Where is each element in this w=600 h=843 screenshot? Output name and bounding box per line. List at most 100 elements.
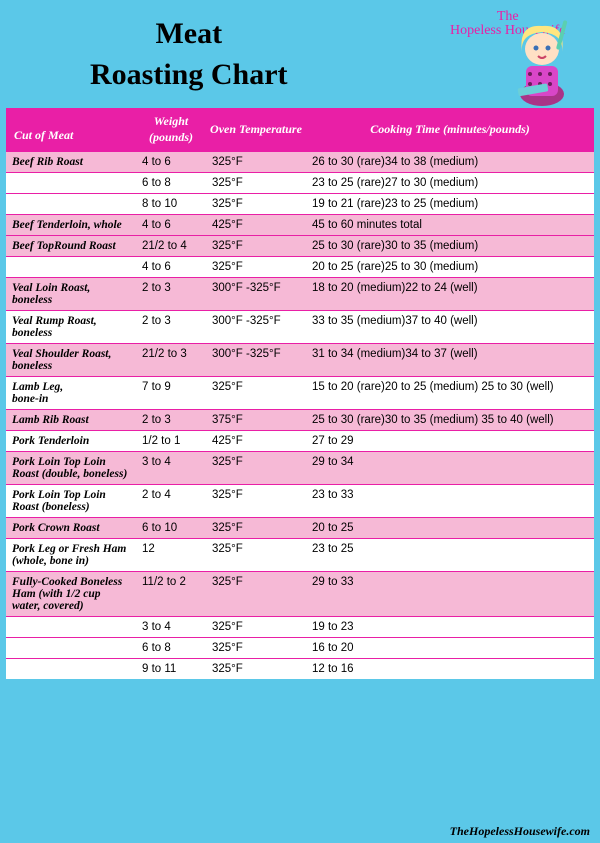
cell-temp: 325°F <box>206 173 306 194</box>
cell-time: 16 to 20 <box>306 638 594 659</box>
cell-cut: Pork Crown Roast <box>6 518 136 539</box>
cell-time: 33 to 35 (medium)37 to 40 (well) <box>306 311 594 344</box>
cell-time: 45 to 60 minutes total <box>306 215 594 236</box>
housewife-cartoon-icon <box>492 14 580 108</box>
table-row: 3 to 4325°F19 to 23 <box>6 617 594 638</box>
table-row: 6 to 8325°F23 to 25 (rare)27 to 30 (medi… <box>6 173 594 194</box>
cell-temp: 325°F <box>206 659 306 680</box>
cell-weight: 6 to 8 <box>136 638 206 659</box>
table-row: 6 to 8325°F16 to 20 <box>6 638 594 659</box>
table-row: Beef Tenderloin, whole4 to 6425°F45 to 6… <box>6 215 594 236</box>
col-time: Cooking Time (minutes/pounds) <box>306 108 594 152</box>
cell-cut: Veal Loin Roast, boneless <box>6 278 136 311</box>
table-header-row: Cut of Meat Weight (pounds) Oven Tempera… <box>6 108 594 152</box>
table-row: Pork Crown Roast6 to 10325°F20 to 25 <box>6 518 594 539</box>
cell-time: 29 to 33 <box>306 572 594 617</box>
cell-weight: 4 to 6 <box>136 257 206 278</box>
cell-cut <box>6 638 136 659</box>
table-row: Pork Leg or Fresh Ham (whole, bone in)12… <box>6 539 594 572</box>
cell-weight: 2 to 3 <box>136 311 206 344</box>
table-row: Fully-Cooked Boneless Ham (with 1/2 cup … <box>6 572 594 617</box>
cell-time: 19 to 21 (rare)23 to 25 (medium) <box>306 194 594 215</box>
cell-temp: 325°F <box>206 539 306 572</box>
table-row: 8 to 10325°F19 to 21 (rare)23 to 25 (med… <box>6 194 594 215</box>
cell-time: 25 to 30 (rare)30 to 35 (medium) 35 to 4… <box>306 410 594 431</box>
col-weight: Weight (pounds) <box>136 108 206 152</box>
cell-cut: Beef TopRound Roast <box>6 236 136 257</box>
cell-time: 12 to 16 <box>306 659 594 680</box>
cell-weight: 2 to 3 <box>136 410 206 431</box>
col-temp: Oven Temperature <box>206 108 306 152</box>
cell-temp: 325°F <box>206 485 306 518</box>
cell-cut: Pork Loin Top Loin Roast (double, bonele… <box>6 452 136 485</box>
table-row: Pork Loin Top Loin Roast (boneless)2 to … <box>6 485 594 518</box>
cell-temp: 375°F <box>206 410 306 431</box>
title-line2: Roasting Chart <box>90 58 288 91</box>
cell-weight: 7 to 9 <box>136 377 206 410</box>
table-row: Pork Tenderloin1/2 to 1425°F27 to 29 <box>6 431 594 452</box>
cell-temp: 325°F <box>206 452 306 485</box>
cell-cut: Veal Shoulder Roast, boneless <box>6 344 136 377</box>
cell-temp: 325°F <box>206 572 306 617</box>
cell-time: 26 to 30 (rare)34 to 38 (medium) <box>306 152 594 173</box>
table-row: Lamb Rib Roast2 to 3375°F25 to 30 (rare)… <box>6 410 594 431</box>
table-row: Pork Loin Top Loin Roast (double, bonele… <box>6 452 594 485</box>
cell-temp: 325°F <box>206 194 306 215</box>
cell-cut: Beef Tenderloin, whole <box>6 215 136 236</box>
table-row: Lamb Leg,bone-in7 to 9325°F15 to 20 (rar… <box>6 377 594 410</box>
cell-weight: 21/2 to 3 <box>136 344 206 377</box>
cell-weight: 6 to 8 <box>136 173 206 194</box>
cell-cut: Veal Rump Roast, boneless <box>6 311 136 344</box>
cell-temp: 325°F <box>206 518 306 539</box>
title-line1: Meat <box>155 17 222 50</box>
cell-temp: 325°F <box>206 638 306 659</box>
cell-temp: 425°F <box>206 431 306 452</box>
cell-time: 29 to 34 <box>306 452 594 485</box>
cell-time: 31 to 34 (medium)34 to 37 (well) <box>306 344 594 377</box>
table-row: Veal Rump Roast, boneless2 to 3300°F -32… <box>6 311 594 344</box>
cell-cut: Fully-Cooked Boneless Ham (with 1/2 cup … <box>6 572 136 617</box>
cell-temp: 425°F <box>206 215 306 236</box>
table-row: Beef TopRound Roast21/2 to 4325°F25 to 3… <box>6 236 594 257</box>
cell-cut <box>6 617 136 638</box>
roasting-table-wrap: Cut of Meat Weight (pounds) Oven Tempera… <box>6 108 594 679</box>
cell-cut: Lamb Rib Roast <box>6 410 136 431</box>
cell-time: 20 to 25 (rare)25 to 30 (medium) <box>306 257 594 278</box>
cell-temp: 325°F <box>206 377 306 410</box>
cell-time: 15 to 20 (rare)20 to 25 (medium) 25 to 3… <box>306 377 594 410</box>
roasting-table: Cut of Meat Weight (pounds) Oven Tempera… <box>6 108 594 679</box>
cell-cut: Pork Loin Top Loin Roast (boneless) <box>6 485 136 518</box>
cell-weight: 1/2 to 1 <box>136 431 206 452</box>
brand-logo: The Hopeless Housewife <box>430 4 580 104</box>
cell-cut <box>6 194 136 215</box>
cell-time: 18 to 20 (medium)22 to 24 (well) <box>306 278 594 311</box>
cell-temp: 325°F <box>206 617 306 638</box>
page-title: Meat Roasting Chart <box>90 14 288 95</box>
cell-cut: Pork Tenderloin <box>6 431 136 452</box>
cell-temp: 325°F <box>206 257 306 278</box>
cell-temp: 325°F <box>206 152 306 173</box>
table-row: Beef Rib Roast4 to 6325°F26 to 30 (rare)… <box>6 152 594 173</box>
cell-temp: 300°F -325°F <box>206 344 306 377</box>
cell-time: 23 to 25 <box>306 539 594 572</box>
cell-weight: 4 to 6 <box>136 152 206 173</box>
cell-time: 27 to 29 <box>306 431 594 452</box>
cell-weight: 2 to 4 <box>136 485 206 518</box>
cell-temp: 300°F -325°F <box>206 311 306 344</box>
cell-weight: 3 to 4 <box>136 452 206 485</box>
cell-cut: Beef Rib Roast <box>6 152 136 173</box>
table-row: Veal Loin Roast, boneless2 to 3300°F -32… <box>6 278 594 311</box>
cell-weight: 9 to 11 <box>136 659 206 680</box>
cell-time: 23 to 33 <box>306 485 594 518</box>
cell-time: 25 to 30 (rare)30 to 35 (medium) <box>306 236 594 257</box>
cell-weight: 3 to 4 <box>136 617 206 638</box>
cell-weight: 2 to 3 <box>136 278 206 311</box>
cell-cut: Pork Leg or Fresh Ham (whole, bone in) <box>6 539 136 572</box>
cell-time: 19 to 23 <box>306 617 594 638</box>
header: Meat Roasting Chart The Hopeless Housewi… <box>0 0 600 108</box>
table-row: Veal Shoulder Roast, boneless21/2 to 330… <box>6 344 594 377</box>
cell-weight: 4 to 6 <box>136 215 206 236</box>
cell-weight: 8 to 10 <box>136 194 206 215</box>
table-row: 4 to 6325°F20 to 25 (rare)25 to 30 (medi… <box>6 257 594 278</box>
cell-time: 20 to 25 <box>306 518 594 539</box>
